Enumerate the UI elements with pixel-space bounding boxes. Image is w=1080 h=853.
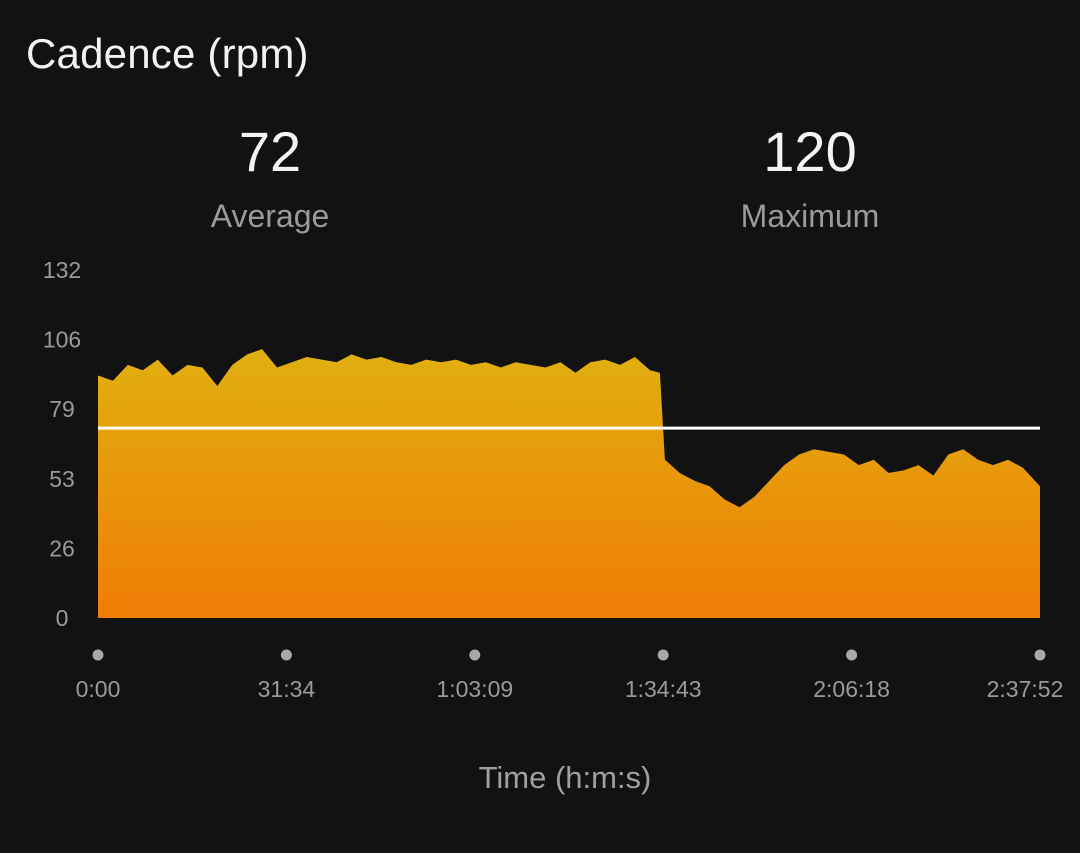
y-tick-label: 0 — [56, 605, 69, 631]
y-tick-label: 132 — [43, 257, 81, 283]
cadence-area-series — [98, 349, 1040, 618]
x-tick-marker — [469, 649, 481, 661]
x-tick-label: 2:06:18 — [813, 676, 890, 702]
y-tick-label: 79 — [49, 396, 75, 422]
x-tick-marker — [280, 649, 292, 661]
maximum-label: Maximum — [740, 198, 880, 234]
x-tick-label: 31:34 — [258, 676, 316, 702]
x-tick-marker — [92, 649, 104, 661]
x-axis-title: Time (h:m:s) — [478, 760, 652, 795]
x-tick-label: 1:34:43 — [625, 676, 702, 702]
x-tick-label: 2:37:52 — [987, 676, 1064, 702]
average-label: Average — [210, 198, 330, 234]
maximum-value: 120 — [763, 120, 857, 183]
x-tick-marker — [1034, 649, 1046, 661]
y-axis: 132 106 79 53 26 0 — [43, 257, 81, 631]
x-tick-marker — [846, 649, 858, 661]
y-tick-label: 53 — [49, 466, 75, 492]
average-stat: 72 Average — [120, 124, 420, 235]
y-tick-label: 26 — [49, 535, 75, 561]
x-axis: 0:00 31:34 1:03:09 1:34:43 2:06:18 2:37:52 — [76, 649, 1064, 702]
x-tick-label: 1:03:09 — [436, 676, 513, 702]
cadence-area — [98, 349, 1040, 618]
x-tick-marker — [657, 649, 669, 661]
chart-title: Cadence (rpm) — [26, 30, 309, 77]
y-tick-label: 106 — [43, 327, 81, 353]
average-value: 72 — [238, 120, 302, 183]
maximum-stat: 120 Maximum — [660, 124, 960, 235]
x-tick-label: 0:00 — [76, 676, 121, 702]
